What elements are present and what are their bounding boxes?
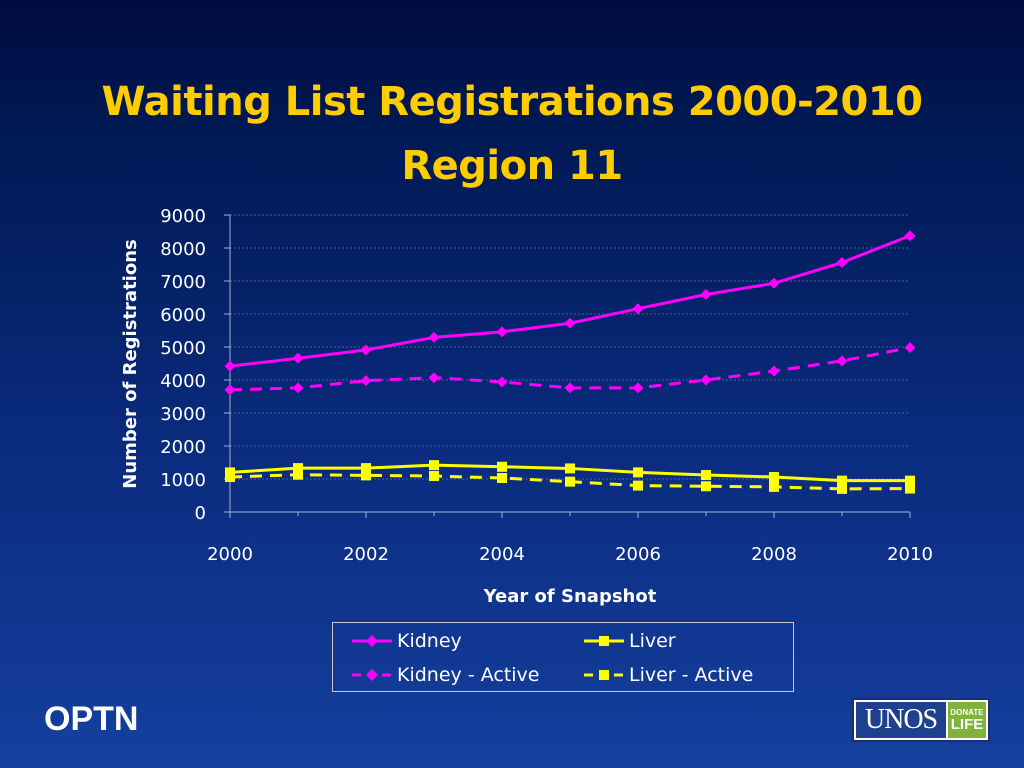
unos-logo: UNOS DONATE LIFE xyxy=(852,698,990,742)
data-point-liver-active xyxy=(701,481,711,492)
data-point-liver xyxy=(837,475,847,486)
legend-item-kidney: Kidney xyxy=(351,625,462,657)
x-tick-label: 2000 xyxy=(207,544,253,565)
data-point-kidney-active xyxy=(768,365,780,377)
data-point-kidney xyxy=(428,331,440,343)
y-tick-label: 8000 xyxy=(160,239,206,260)
data-point-liver-active xyxy=(361,470,371,481)
data-point-liver-active xyxy=(429,471,439,482)
data-point-kidney xyxy=(632,303,644,315)
data-point-liver xyxy=(905,475,915,486)
y-tick-label: 0 xyxy=(195,503,206,524)
unos-logo-text: UNOS xyxy=(856,702,946,738)
chart-legend: Kidney Liver Kidney - Active Liver - Act… xyxy=(332,622,794,692)
data-point-liver xyxy=(701,470,711,481)
data-point-liver-active xyxy=(905,483,915,494)
legend-swatch-liver xyxy=(584,636,624,646)
data-point-liver xyxy=(565,463,575,474)
x-tick-label: 2008 xyxy=(751,544,797,565)
x-axis-label: Year of Snapshot xyxy=(483,586,657,607)
legend-item-liver: Liver xyxy=(583,625,676,657)
data-point-liver-active xyxy=(497,473,507,484)
legend-item-kidney-active: Kidney - Active xyxy=(351,659,539,691)
data-point-kidney xyxy=(224,360,236,372)
x-tick-label: 2002 xyxy=(343,544,389,565)
x-axis-ticks: 2000 2002 2004 2006 2008 2010 xyxy=(207,544,933,565)
y-tick-label: 6000 xyxy=(160,305,206,326)
data-point-liver xyxy=(429,460,439,471)
data-point-kidney xyxy=(292,352,304,364)
data-point-liver xyxy=(769,472,779,483)
line-chart: 0 1000 2000 3000 4000 5000 6000 7000 8000 9000 20… xyxy=(120,206,933,607)
data-point-kidney-active xyxy=(292,382,304,394)
x-tick-label: 2004 xyxy=(479,544,525,565)
data-point-liver-active xyxy=(293,469,303,480)
data-point-kidney xyxy=(564,317,576,329)
data-point-kidney-active xyxy=(836,355,848,367)
legend-swatch-liver-active xyxy=(584,670,624,680)
legend-label-liver-active: Liver - Active xyxy=(629,664,754,686)
data-point-liver-active xyxy=(837,483,847,494)
data-point-liver xyxy=(293,463,303,474)
data-point-liver xyxy=(497,461,507,472)
data-point-liver-active xyxy=(769,481,779,492)
data-point-liver xyxy=(633,467,643,478)
y-tick-label: 2000 xyxy=(160,437,206,458)
title-line-1: Waiting List Registrations 2000-2010 xyxy=(101,79,923,125)
data-point-kidney xyxy=(700,289,712,301)
y-tick-label: 5000 xyxy=(160,338,206,359)
data-point-kidney-active xyxy=(700,374,712,386)
title-line-2: Region 11 xyxy=(401,143,623,189)
slide-title: Waiting List Registrations 2000-2010 Reg… xyxy=(0,70,1024,198)
data-point-liver xyxy=(361,463,371,474)
y-tick-label: 3000 xyxy=(160,404,206,425)
data-point-kidney xyxy=(496,326,508,338)
y-axis-label: Number of Registrations xyxy=(120,239,141,488)
y-tick-label: 9000 xyxy=(160,206,206,227)
legend-item-liver-active: Liver - Active xyxy=(583,659,753,691)
data-point-kidney-active xyxy=(428,372,440,384)
data-point-kidney xyxy=(768,277,780,289)
data-point-kidney xyxy=(904,230,916,242)
donate-life-badge-bottom: LIFE xyxy=(950,715,984,733)
x-tick-label: 2006 xyxy=(615,544,661,565)
data-point-liver-active xyxy=(565,476,575,487)
y-axis-ticks: 0 1000 2000 3000 4000 5000 6000 7000 8000 9000 xyxy=(160,206,206,524)
y-tick-label: 1000 xyxy=(160,470,206,491)
donate-life-badge-top: DONATE xyxy=(950,707,984,717)
data-point-kidney-active xyxy=(496,376,508,388)
data-point-kidney-active xyxy=(224,384,236,396)
data-point-kidney-active xyxy=(360,375,372,387)
gridlines xyxy=(230,214,910,480)
y-tick-label: 7000 xyxy=(160,272,206,293)
optn-logo-text: OPTN xyxy=(44,700,139,738)
data-point-kidney-active xyxy=(904,342,916,354)
data-point-kidney xyxy=(360,344,372,356)
legend-label-liver: Liver xyxy=(629,630,676,652)
legend-swatch-kidney xyxy=(352,635,392,647)
data-point-liver-active xyxy=(633,480,643,491)
legend-label-kidney: Kidney xyxy=(397,630,462,652)
legend-swatch-kidney-active xyxy=(352,669,392,681)
data-point-liver-active xyxy=(225,472,235,483)
y-tick-label: 4000 xyxy=(160,371,206,392)
donate-life-badge: DONATE LIFE xyxy=(948,702,986,738)
x-tick-label: 2010 xyxy=(887,544,933,565)
data-point-kidney xyxy=(836,257,848,269)
data-point-kidney-active xyxy=(564,382,576,394)
data-point-kidney-active xyxy=(632,382,644,394)
legend-label-kidney-active: Kidney - Active xyxy=(397,664,540,686)
series-lines xyxy=(224,230,916,494)
